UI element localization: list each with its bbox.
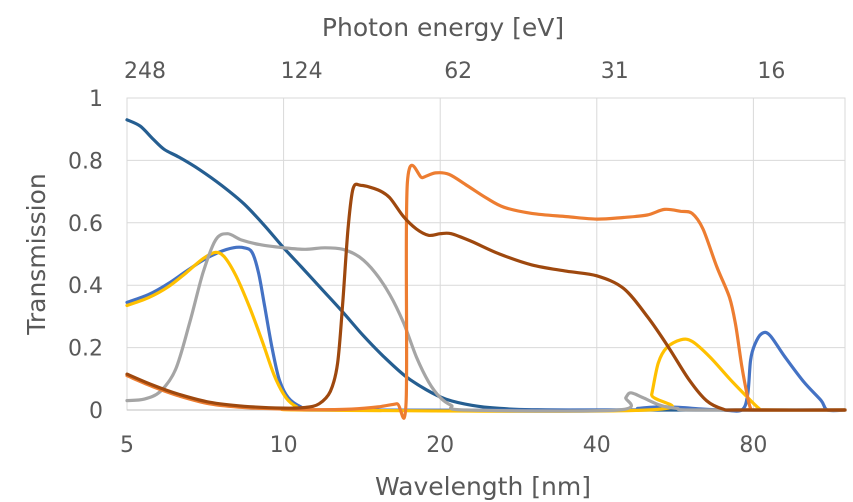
y-tick-label: 0.2 xyxy=(68,337,103,362)
x2-tick-label: 31 xyxy=(601,59,629,84)
series-orange-line xyxy=(125,163,847,420)
x2-tick-label: 16 xyxy=(757,59,785,84)
series-brown-line xyxy=(125,182,847,412)
x-tick-label: 5 xyxy=(120,433,134,458)
series-lines xyxy=(125,118,847,420)
plot-area-border xyxy=(126,97,846,411)
series-gray-line xyxy=(125,232,847,413)
y-tick-label: 0.4 xyxy=(68,274,103,299)
x-tick-label: 20 xyxy=(426,433,454,458)
y-tick-label: 1 xyxy=(89,87,103,112)
x2-tick-label: 248 xyxy=(124,59,166,84)
y-tick-label: 0.6 xyxy=(68,212,103,237)
x-tick-label: 80 xyxy=(739,433,767,458)
x-tick-label: 40 xyxy=(583,433,611,458)
gridlines xyxy=(126,97,846,411)
x2-tick-label: 62 xyxy=(444,59,472,84)
series-dark-blue-line xyxy=(125,118,847,412)
y-axis-title: Transmission xyxy=(22,173,51,336)
x-tick-label: 10 xyxy=(270,433,298,458)
tick-labels: 0 0.2 0.4 0.6 0.8 1 5 10 20 40 80 248 124 62 31 16 xyxy=(68,59,785,458)
y-tick-label: 0.8 xyxy=(68,149,103,174)
x2-axis-title: Photon energy [eV] xyxy=(322,13,564,42)
x2-tick-label: 124 xyxy=(281,59,323,84)
y-tick-label: 0 xyxy=(89,399,103,424)
x-axis-title: Wavelength [nm] xyxy=(375,472,591,501)
